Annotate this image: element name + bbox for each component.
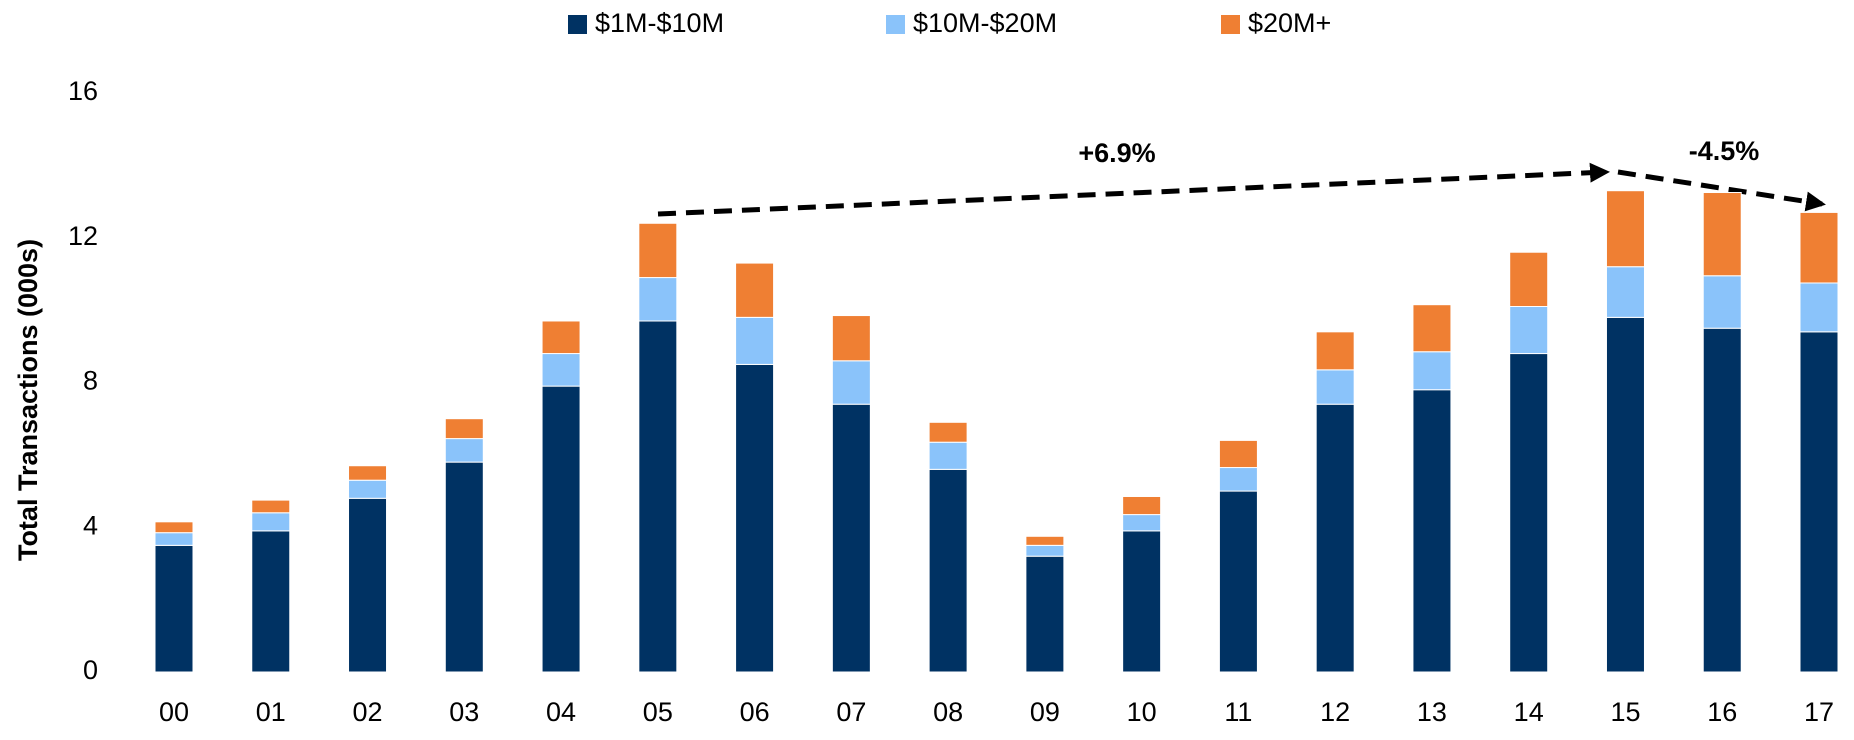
x-tick-label: 14 [1514, 697, 1544, 727]
x-tick-label: 01 [256, 697, 286, 727]
y-tick-label: 4 [83, 510, 98, 540]
x-tick-label: 09 [1030, 697, 1060, 727]
bar-segment [1605, 266, 1645, 318]
x-tick-label: 15 [1610, 697, 1640, 727]
bar-segment [1509, 306, 1549, 355]
annotation: +6.9% [1078, 138, 1155, 168]
bar-segment [1799, 282, 1839, 333]
bar-segment [831, 360, 871, 405]
x-tick-label: 04 [546, 697, 576, 727]
x-tick-label: 06 [740, 697, 770, 727]
bar-segment [1509, 353, 1549, 673]
bar-segment [1702, 192, 1742, 277]
trend-arrow [657, 162, 1610, 217]
bar-segment [541, 385, 581, 673]
bar-segment [1412, 304, 1452, 353]
legend-label: $1M-$10M [595, 8, 724, 38]
bar-segment [638, 320, 678, 673]
bar-segment [735, 316, 775, 365]
y-tick-label: 0 [83, 655, 98, 685]
x-tick-label: 05 [643, 697, 673, 727]
bar-segment [251, 512, 291, 532]
x-tick-label: 07 [836, 697, 866, 727]
y-axis-title: Total Transactions (000s) [13, 239, 43, 561]
bar-segment [1605, 190, 1645, 268]
bar-segment [1315, 403, 1355, 673]
bar-segment [154, 521, 194, 534]
bar-segment [348, 479, 388, 499]
bar-segment [638, 277, 678, 322]
bar-segment [1122, 530, 1162, 673]
bar-segment [1122, 514, 1162, 532]
bar-segment [735, 262, 775, 318]
x-tick-label: 12 [1320, 697, 1350, 727]
bar-segment [1025, 544, 1065, 557]
bar-segment [154, 544, 194, 673]
bar-segment [831, 315, 871, 362]
bar-segment [1025, 555, 1065, 673]
bar-segment [928, 441, 968, 470]
x-tick-label: 00 [159, 697, 189, 727]
bar-segment [541, 320, 581, 355]
bar-segment [1412, 389, 1452, 673]
bar-segment [735, 363, 775, 673]
y-tick-label: 8 [83, 366, 98, 396]
bar-segment [1799, 331, 1839, 673]
x-tick-label: 02 [353, 697, 383, 727]
trend-arrow [1617, 169, 1826, 212]
bar-segment [1218, 467, 1258, 492]
x-tick-label: 13 [1417, 697, 1447, 727]
legend-swatch [1221, 15, 1240, 34]
bar-segment [1218, 490, 1258, 673]
bar-segment [251, 530, 291, 673]
bar-segment [1702, 327, 1742, 673]
bar-segment [348, 497, 388, 673]
bar-segment [444, 418, 484, 440]
bar-segment [1315, 369, 1355, 405]
bar-segment [928, 421, 968, 443]
bar-segment [831, 403, 871, 673]
bar-segment [1025, 535, 1065, 546]
bar-segment [1799, 211, 1839, 284]
bar-segment [1315, 331, 1355, 371]
bar-segment [154, 532, 194, 546]
bar-segment [444, 461, 484, 673]
x-tick-label: 11 [1224, 697, 1252, 727]
bar-segment [1122, 495, 1162, 516]
x-tick-label: 03 [449, 697, 479, 727]
x-tick-label: 16 [1707, 697, 1737, 727]
bar-segment [638, 222, 678, 279]
bar-segment [251, 499, 291, 514]
bar-segment [1218, 439, 1258, 469]
bar-segment [348, 465, 388, 481]
x-tick-label: 10 [1127, 697, 1157, 727]
legend-swatch [886, 15, 905, 34]
x-tick-label: 17 [1804, 697, 1834, 727]
x-tick-label: 08 [933, 697, 963, 727]
legend-label: $20M+ [1248, 8, 1331, 38]
legend-label: $10M-$20M [913, 8, 1057, 38]
bar-segment [1509, 251, 1549, 308]
annotation: -4.5% [1689, 136, 1760, 166]
bar-segment [1412, 351, 1452, 391]
legend-swatch [568, 15, 587, 34]
y-tick-label: 16 [68, 76, 98, 106]
bar-segment [541, 353, 581, 387]
bar-segment [928, 468, 968, 673]
y-tick-label: 12 [68, 221, 98, 251]
bar-segment [1702, 275, 1742, 329]
bar-segment [444, 438, 484, 463]
bar-segment [1605, 316, 1645, 673]
